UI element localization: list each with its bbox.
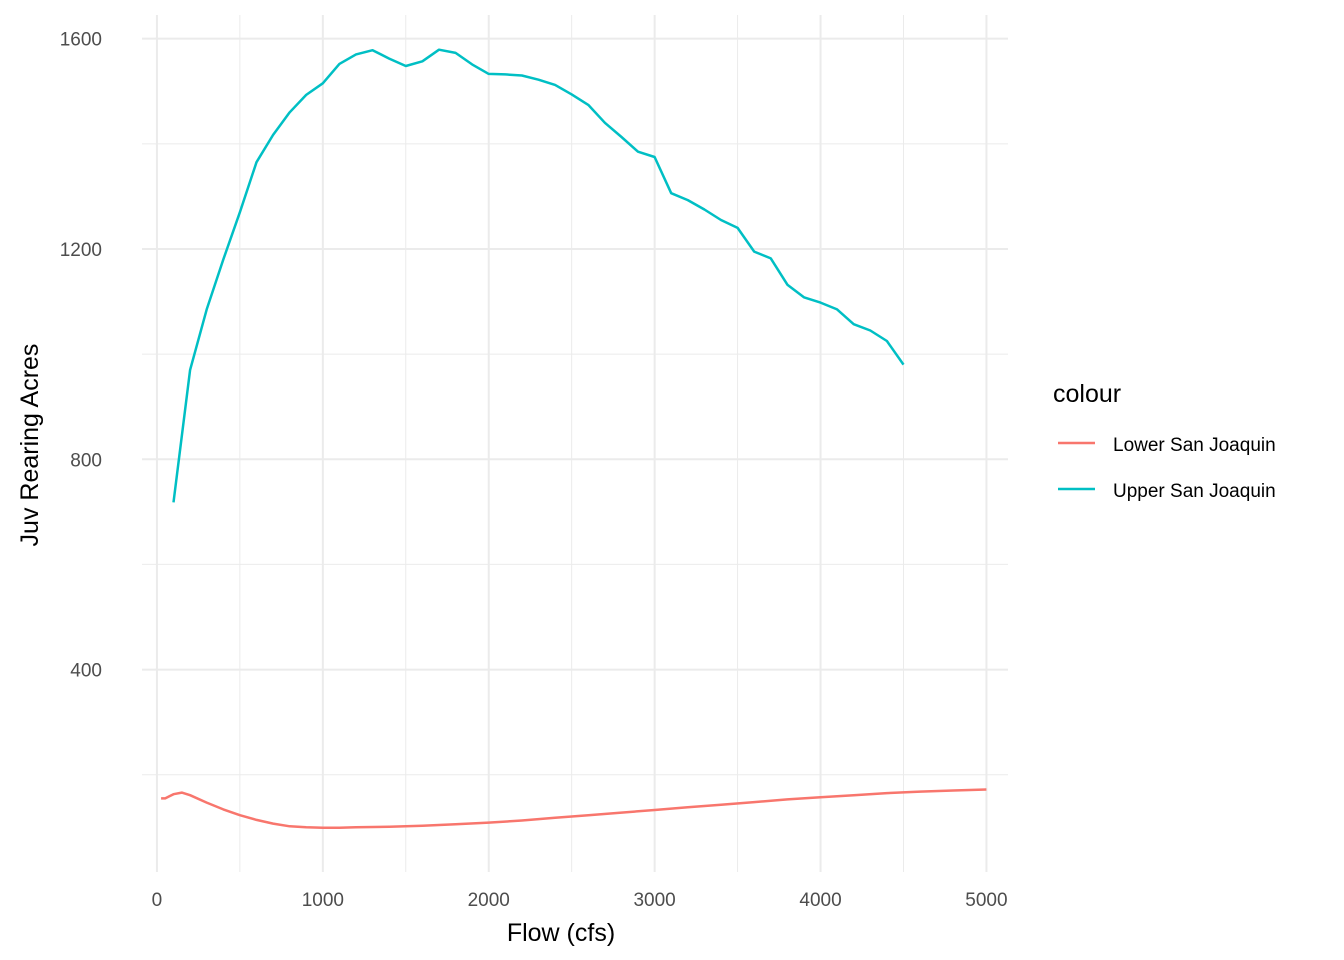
y-tick-label: 800 — [70, 450, 102, 471]
series-line-lower-san-joaquin — [161, 788, 987, 830]
x-tick-label: 3000 — [633, 890, 675, 911]
legend-item-upper-san-joaquin: Upper San Joaquin — [1058, 481, 1276, 502]
legend-item-lower-san-joaquin: Lower San Joaquin — [1058, 435, 1276, 456]
legend-label-upper-san-joaquin: Upper San Joaquin — [1113, 481, 1276, 502]
series-lines — [161, 48, 987, 830]
x-tick-label: 2000 — [468, 890, 510, 911]
y-tick-label: 1200 — [60, 240, 102, 261]
x-tick-label: 4000 — [799, 890, 841, 911]
x-axis-ticks: 0 1000 2000 3000 4000 5000 — [152, 890, 1008, 911]
series-line-upper-san-joaquin — [172, 48, 905, 503]
x-axis-title: Flow (cfs) — [507, 919, 615, 947]
y-axis-title: Juv Rearing Acres — [16, 344, 44, 547]
legend: colour Lower San Joaquin Upper San Joaqu… — [1053, 380, 1276, 502]
y-axis-ticks: 400 800 1200 1600 — [60, 30, 102, 682]
grid — [142, 15, 1008, 872]
y-tick-label: 400 — [70, 661, 102, 682]
legend-label-lower-san-joaquin: Lower San Joaquin — [1113, 435, 1276, 456]
x-tick-label: 0 — [152, 890, 163, 911]
x-tick-label: 5000 — [965, 890, 1007, 911]
y-tick-label: 1600 — [60, 30, 102, 51]
x-tick-label: 1000 — [302, 890, 344, 911]
legend-title: colour — [1053, 380, 1121, 408]
